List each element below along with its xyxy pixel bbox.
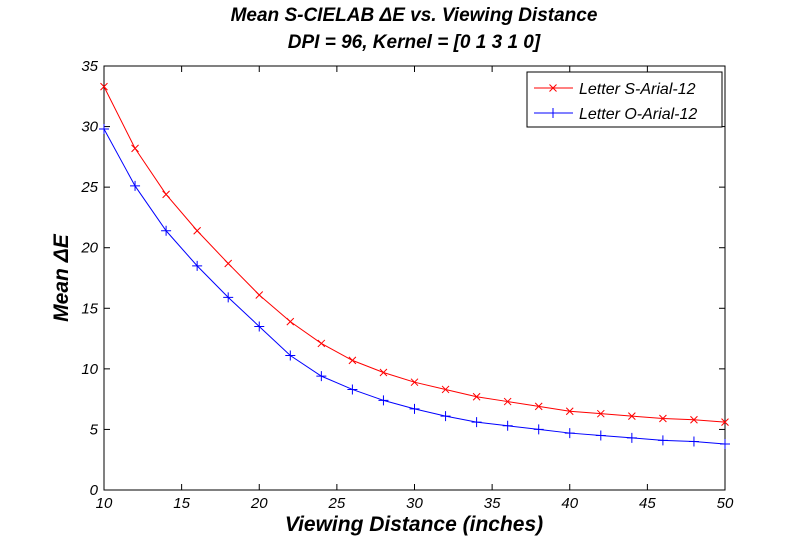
data-point [471, 417, 482, 428]
data-point [131, 144, 139, 153]
data-point [564, 428, 575, 439]
y-tick-label: 10 [81, 361, 98, 378]
x-axis-label: Viewing Distance (inches) [285, 513, 543, 536]
data-point [627, 412, 636, 420]
data-point [533, 424, 544, 435]
x-tick-label: 15 [173, 495, 190, 512]
plot-area [103, 65, 726, 491]
legend: Letter S-Arial-12 Letter O-Arial-12 [526, 71, 723, 128]
data-point [130, 180, 141, 191]
data-point [347, 384, 358, 395]
data-point [503, 397, 512, 406]
data-point [285, 350, 296, 361]
x-tick-label: 50 [717, 495, 734, 512]
y-tick-label: 30 [81, 119, 98, 136]
data-point [348, 356, 357, 365]
data-point [193, 226, 202, 235]
data-point [657, 435, 668, 446]
y-tick-label: 5 [90, 421, 99, 438]
x-tick-label: 30 [406, 495, 423, 512]
y-tick-label: 25 [80, 179, 98, 196]
data-point [409, 403, 420, 414]
x-tick-label: 40 [561, 495, 578, 512]
x-tick-label: 10 [96, 495, 113, 512]
data-point [626, 432, 637, 443]
y-tick-label: 0 [90, 482, 99, 499]
data-point [223, 292, 234, 303]
data-point [596, 409, 605, 418]
series-letter-o [99, 123, 730, 449]
chart-subtitle: DPI = 96, Kernel = [0 1 3 1 0] [288, 32, 541, 53]
data-point [99, 123, 109, 134]
data-point [441, 385, 450, 394]
data-point [534, 402, 543, 411]
data-point [161, 225, 172, 236]
data-point [379, 368, 388, 377]
legend-label: Letter S-Arial-12 [579, 81, 696, 98]
legend-box [526, 71, 723, 128]
x-tick-label: 25 [328, 495, 346, 512]
data-point [255, 291, 264, 299]
data-point [162, 190, 170, 199]
x-tick-label: 35 [484, 495, 501, 512]
data-point [254, 321, 265, 332]
data-point [410, 378, 419, 387]
x-tick-label: 20 [250, 495, 268, 512]
data-point [472, 392, 481, 401]
data-point [502, 420, 513, 431]
data-point [224, 259, 233, 268]
data-point [595, 430, 606, 441]
data-point [659, 414, 667, 423]
y-tick-label: 15 [81, 300, 98, 317]
y-tick-label: 35 [81, 58, 98, 75]
data-point [100, 82, 108, 91]
data-point [286, 317, 295, 326]
x-tick-label: 45 [639, 495, 656, 512]
data-point [721, 418, 729, 427]
data-point [440, 411, 451, 422]
data-point [720, 438, 730, 449]
data-point [192, 260, 203, 271]
y-axis-label: Mean ΔE [50, 233, 73, 322]
data-point [688, 436, 699, 447]
data-point [565, 407, 574, 416]
series-letter-s [100, 82, 729, 427]
data-point [378, 395, 389, 406]
data-point [317, 339, 326, 348]
legend-marker [549, 84, 557, 92]
legend-label: Letter O-Arial-12 [579, 106, 697, 123]
data-point [316, 371, 327, 382]
data-point [690, 415, 698, 424]
legend-marker [548, 108, 558, 118]
chart-title: Mean S-CIELAB ΔE vs. Viewing Distance [231, 5, 598, 26]
y-tick-label: 20 [80, 240, 98, 257]
